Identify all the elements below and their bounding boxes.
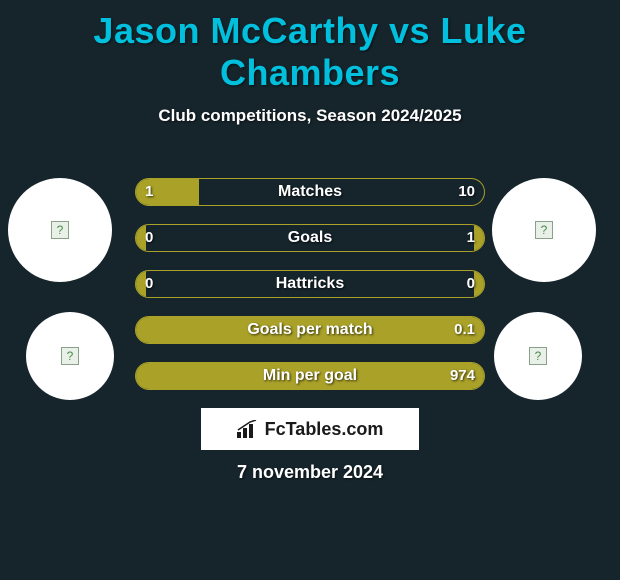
brand-watermark: FcTables.com [201, 408, 419, 450]
stat-row: Min per goal974 [135, 362, 485, 390]
date-label: 7 november 2024 [0, 462, 620, 483]
stat-label: Matches [135, 178, 485, 206]
stat-value-right: 1 [467, 224, 475, 252]
image-placeholder-icon: ? [51, 221, 69, 239]
club1-avatar: ? [26, 312, 114, 400]
stat-row: Matches1 10 [135, 178, 485, 206]
player2-avatar: ? [492, 178, 596, 282]
stat-value-right: 10 [458, 178, 475, 206]
stat-bars: Matches110Goals01Hattricks00Goals per ma… [135, 178, 485, 408]
brand-text: FcTables.com [265, 419, 384, 440]
stat-label: Goals per match [135, 316, 485, 344]
stat-row: Goals per match0.1 [135, 316, 485, 344]
image-placeholder-icon: ? [535, 221, 553, 239]
stat-value-left: 0 [145, 270, 153, 298]
comparison-subtitle: Club competitions, Season 2024/2025 [0, 106, 620, 126]
stat-label: Goals [135, 224, 485, 252]
comparison-content: ? ? ? ? Matches110Goals01Hattricks00Goal… [0, 154, 620, 414]
stat-row: Goals0 1 [135, 224, 485, 252]
stat-value-right: 0 [467, 270, 475, 298]
player1-avatar: ? [8, 178, 112, 282]
club2-avatar: ? [494, 312, 582, 400]
stat-label: Hattricks [135, 270, 485, 298]
comparison-title: Jason McCarthy vs Luke Chambers [0, 0, 620, 94]
image-placeholder-icon: ? [61, 347, 79, 365]
stat-label: Min per goal [135, 362, 485, 390]
stat-row: Hattricks0 0 [135, 270, 485, 298]
stat-value-left: 1 [145, 178, 153, 206]
stat-value-right: 974 [450, 362, 475, 390]
brand-chart-icon [237, 420, 259, 438]
stat-value-left: 0 [145, 224, 153, 252]
stat-value-right: 0.1 [454, 316, 475, 344]
image-placeholder-icon: ? [529, 347, 547, 365]
